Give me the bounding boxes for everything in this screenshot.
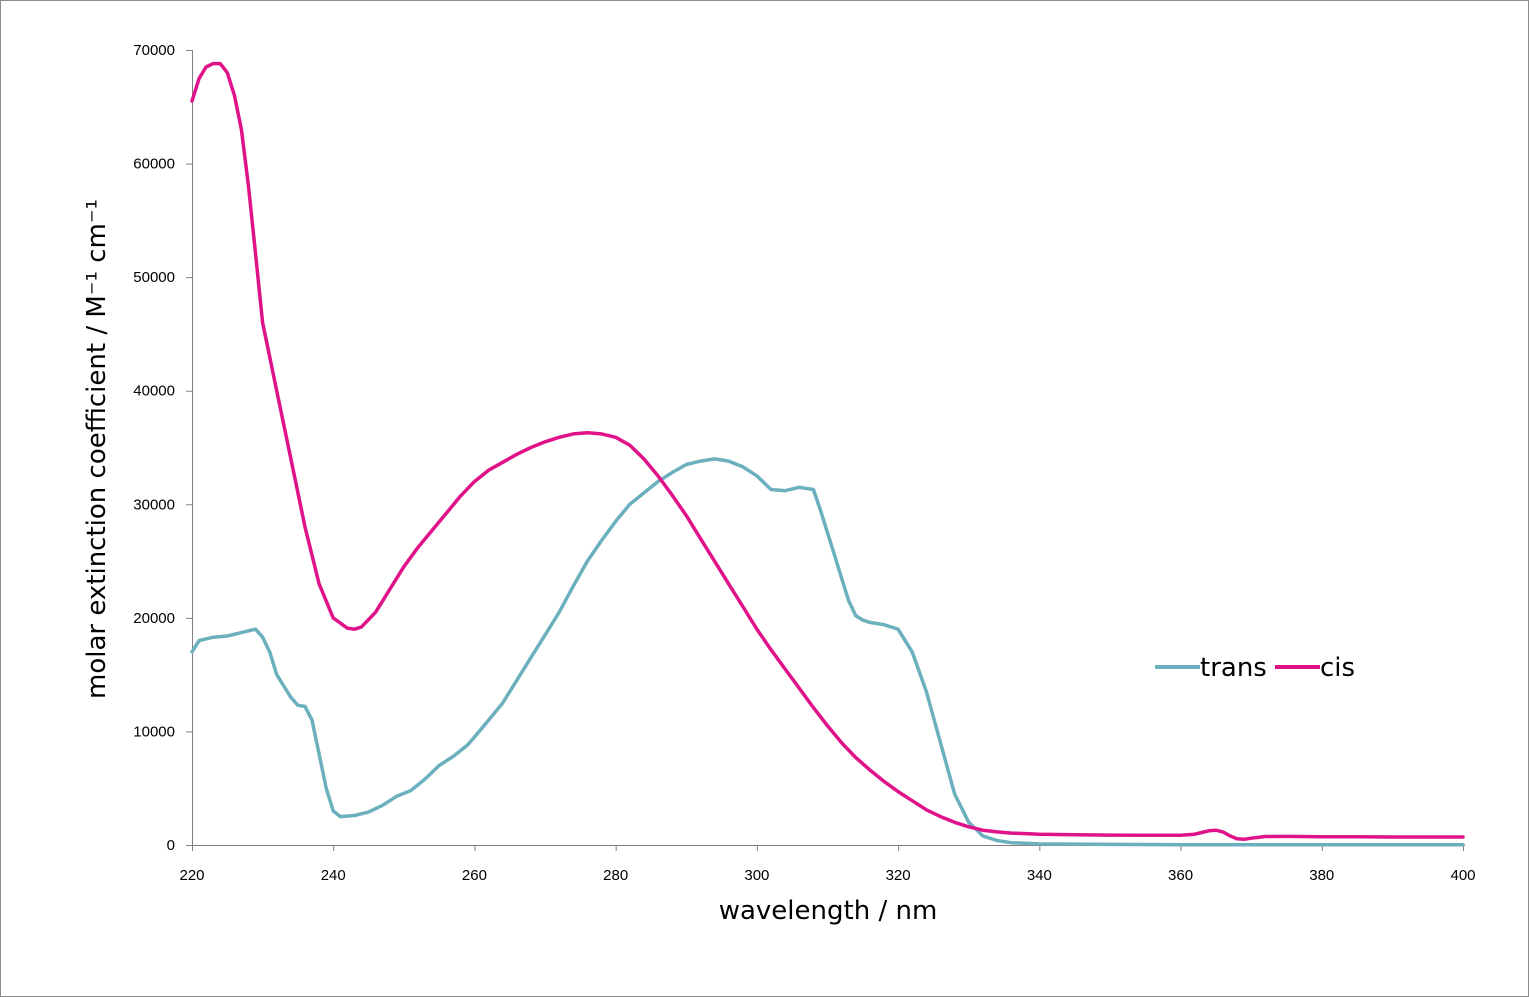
legend-label-trans: trans xyxy=(1200,653,1267,683)
y-tick-label: 30000 xyxy=(133,496,175,513)
x-tick-label: 220 xyxy=(179,867,204,884)
y-tick-label: 20000 xyxy=(133,610,175,627)
x-axis-ticks: 220 240 260 280 300 320 340 360 380 400 xyxy=(179,845,1476,884)
x-tick-label: 300 xyxy=(744,867,769,884)
x-axis-title: wavelength / nm xyxy=(719,896,938,926)
y-axis-title: molar extinction coefficient / M⁻¹ cm⁻¹ xyxy=(82,199,112,699)
y-tick-label: 40000 xyxy=(133,383,175,400)
x-tick-label: 280 xyxy=(603,867,628,884)
x-tick-label: 380 xyxy=(1309,867,1334,884)
x-tick-label: 400 xyxy=(1450,867,1475,884)
y-tick-label: 0 xyxy=(167,837,175,854)
x-tick-label: 340 xyxy=(1027,867,1052,884)
y-tick-label: 50000 xyxy=(133,269,175,286)
x-tick-label: 260 xyxy=(462,867,487,884)
y-axis-ticks: 0 10000 20000 30000 40000 50000 60000 70000 xyxy=(133,42,192,854)
series-line-trans xyxy=(190,457,1465,847)
series-layer xyxy=(190,61,1465,847)
x-tick-label: 320 xyxy=(886,867,911,884)
legend: trans cis xyxy=(1155,653,1355,683)
x-tick-label: 360 xyxy=(1168,867,1193,884)
y-tick-label: 70000 xyxy=(133,42,175,59)
x-tick-label: 240 xyxy=(321,867,346,884)
y-tick-label: 10000 xyxy=(133,723,175,740)
y-tick-label: 60000 xyxy=(133,156,175,173)
legend-label-cis: cis xyxy=(1320,653,1355,683)
series-line-cis xyxy=(190,61,1465,842)
